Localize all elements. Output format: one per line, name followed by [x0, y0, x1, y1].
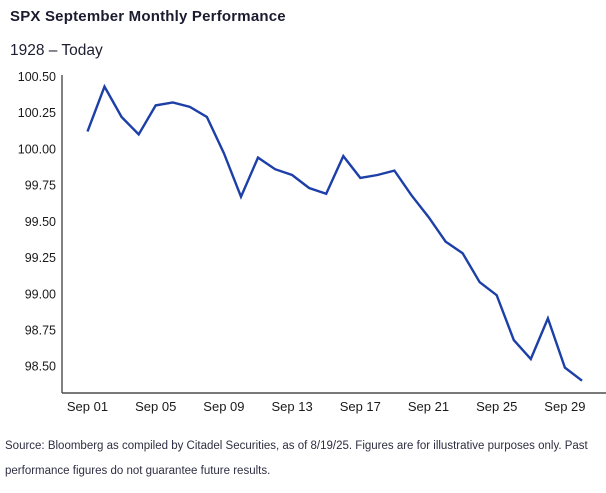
y-tick-label: 98.75 — [25, 323, 56, 337]
footer-disclaimer-line1: Source: Bloomberg as compiled by Citadel… — [5, 440, 588, 452]
chart-title: SPX September Monthly Performance — [10, 8, 286, 25]
y-tick-label: 100.50 — [18, 70, 56, 84]
x-tick-label: Sep 21 — [408, 399, 449, 414]
x-tick-label: Sep 05 — [135, 399, 176, 414]
x-tick-label: Sep 29 — [544, 399, 585, 414]
series-line-spx — [86, 83, 583, 382]
y-tick-label: 99.75 — [25, 179, 56, 193]
chart-subtitle: 1928 – Today — [10, 42, 103, 59]
x-tick-label: Sep 01 — [67, 399, 108, 414]
y-tick-label: 99.50 — [25, 215, 56, 229]
x-tick-label: Sep 09 — [203, 399, 244, 414]
footer-disclaimer: Source: Bloomberg as compiled by Citadel… — [5, 434, 603, 484]
x-tick-label: Sep 17 — [340, 399, 381, 414]
y-tick-label: 100.00 — [18, 142, 56, 156]
y-tick-label: 100.25 — [18, 106, 56, 120]
x-tick-label: Sep 13 — [271, 399, 312, 414]
footer-disclaimer-line2: performance figures do not guarantee fut… — [5, 465, 271, 477]
y-tick-label: 99.25 — [25, 251, 56, 265]
y-tick-label: 98.50 — [25, 360, 56, 374]
x-tick-label: Sep 25 — [476, 399, 517, 414]
y-tick-label: 99.00 — [25, 287, 56, 301]
spx-line-chart: 100.50 100.25 100.00 99.75 99.50 99.25 99.00 98… — [18, 70, 606, 414]
